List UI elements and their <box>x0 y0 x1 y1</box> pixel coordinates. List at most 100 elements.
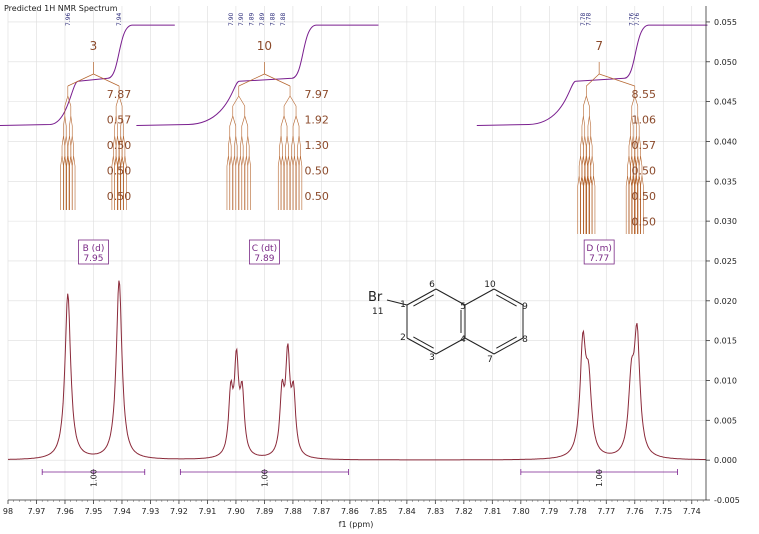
coupling-constant: 0.57 <box>632 139 657 152</box>
tree-line <box>235 135 238 147</box>
tree-line <box>114 135 117 147</box>
tree-line <box>285 155 288 167</box>
tree-line <box>277 155 280 167</box>
tree-line <box>123 155 126 167</box>
double-bond <box>496 336 517 349</box>
tree-line <box>238 155 241 167</box>
tree-line <box>590 135 593 147</box>
tree-line <box>242 155 245 167</box>
x-tick-label: 7.81 <box>483 507 501 516</box>
tree-line <box>641 175 644 187</box>
multiplet-shift: 7.95 <box>83 254 103 264</box>
tree-line <box>593 175 596 187</box>
tree-line <box>584 175 587 187</box>
y-tick-label: 0.010 <box>714 376 737 385</box>
atom-number: 8 <box>522 335 528 345</box>
tree-line <box>583 95 587 107</box>
coupling-constant: 0.50 <box>107 165 132 178</box>
x-tick-label: 7.87 <box>312 507 330 516</box>
tree-line <box>589 115 592 127</box>
tree-line <box>638 135 641 147</box>
peak-label: 7.78 <box>586 12 593 26</box>
tree-line <box>115 155 118 167</box>
tree-line <box>70 135 73 147</box>
tree-line <box>631 95 636 107</box>
tree-line <box>118 95 123 107</box>
tree-line <box>283 95 291 107</box>
tree-line <box>288 155 291 167</box>
tree-line <box>590 175 593 187</box>
peak-label: 7.88 <box>269 12 276 26</box>
tree-line <box>66 155 69 167</box>
multiplet-h-count: 3 <box>90 39 98 53</box>
x-tick-label: 7.77 <box>597 507 615 516</box>
coupling-constant: 0.50 <box>107 190 132 203</box>
multiplet-labels: B (d)7.95 C (dt)7.89 D (m)7.77 <box>78 239 615 265</box>
multiplet-trees: 3 7.87 0.57 0.50 0.50 0.50 7.96 7.94 10 7.97 1.92 1… <box>60 12 657 234</box>
tree-line <box>246 155 249 167</box>
atom-number: 5 <box>460 302 466 312</box>
x-tick-label: 7.85 <box>369 507 387 516</box>
tree-line <box>234 155 237 167</box>
tree-line <box>236 155 239 167</box>
multiplet-label-box <box>249 239 280 265</box>
x-tick-label: 7.84 <box>398 507 416 516</box>
peak-label: 7.76 <box>634 12 641 26</box>
tree-line <box>120 115 123 127</box>
tree-line <box>67 135 70 147</box>
coupling-constant: 7.87 <box>107 88 132 101</box>
coupling-constant: 0.50 <box>632 190 657 203</box>
bond <box>493 337 524 355</box>
tree-line <box>633 175 636 187</box>
tree-line <box>69 155 72 167</box>
tree-line <box>121 155 124 167</box>
x-tick-label: 7.96 <box>56 507 74 516</box>
tree-line <box>298 155 301 167</box>
tree-branch <box>93 73 120 87</box>
axes: 98 7.97 7.96 7.95 7.94 7.93 7.92 7.91 7.90 7.89 7.… <box>3 6 740 516</box>
tree-line <box>577 175 580 187</box>
y-tick-label: -0.005 <box>714 496 740 505</box>
tree-line <box>280 155 283 167</box>
y-tick-label: 0.025 <box>714 257 737 266</box>
tree-line <box>285 135 288 147</box>
coupling-constant: 0.50 <box>632 165 657 178</box>
multiplet-label-box <box>583 239 615 265</box>
bond-c-br <box>386 299 408 306</box>
tree-line <box>294 155 297 167</box>
coupling-constant: 0.50 <box>304 190 329 203</box>
tree-line <box>63 115 66 127</box>
y-tick-label: 0.040 <box>714 137 737 146</box>
tree-line <box>581 155 584 167</box>
coupling-constant: 0.57 <box>107 114 132 127</box>
tree-line <box>291 135 294 147</box>
y-tick-label: 0.045 <box>714 98 737 107</box>
tree-line <box>234 135 237 147</box>
tree-line <box>591 155 594 167</box>
tree-line <box>228 155 231 167</box>
tree-line <box>248 155 251 167</box>
tree-line <box>67 155 70 167</box>
tree-line <box>581 135 584 147</box>
x-tick-label: 7.76 <box>626 507 644 516</box>
tree-line <box>121 135 124 147</box>
tree-branch <box>586 73 600 87</box>
x-tick-label: 7.86 <box>341 507 359 516</box>
tree-line <box>246 135 249 147</box>
tree-line <box>60 155 63 167</box>
tree-line <box>241 135 244 147</box>
multiplet-label-box <box>78 239 109 265</box>
tree-line <box>280 115 285 127</box>
tree-line <box>61 155 64 167</box>
tree-line <box>244 115 249 127</box>
tree-line <box>586 95 590 107</box>
tree-line <box>64 95 69 107</box>
tree-line <box>114 155 117 167</box>
tree-line <box>586 135 589 147</box>
tree-line <box>632 155 635 167</box>
bond <box>406 337 437 355</box>
tree-line <box>229 135 232 147</box>
tree-line <box>636 155 639 167</box>
tree-line <box>115 95 120 107</box>
tree-line <box>229 115 234 127</box>
